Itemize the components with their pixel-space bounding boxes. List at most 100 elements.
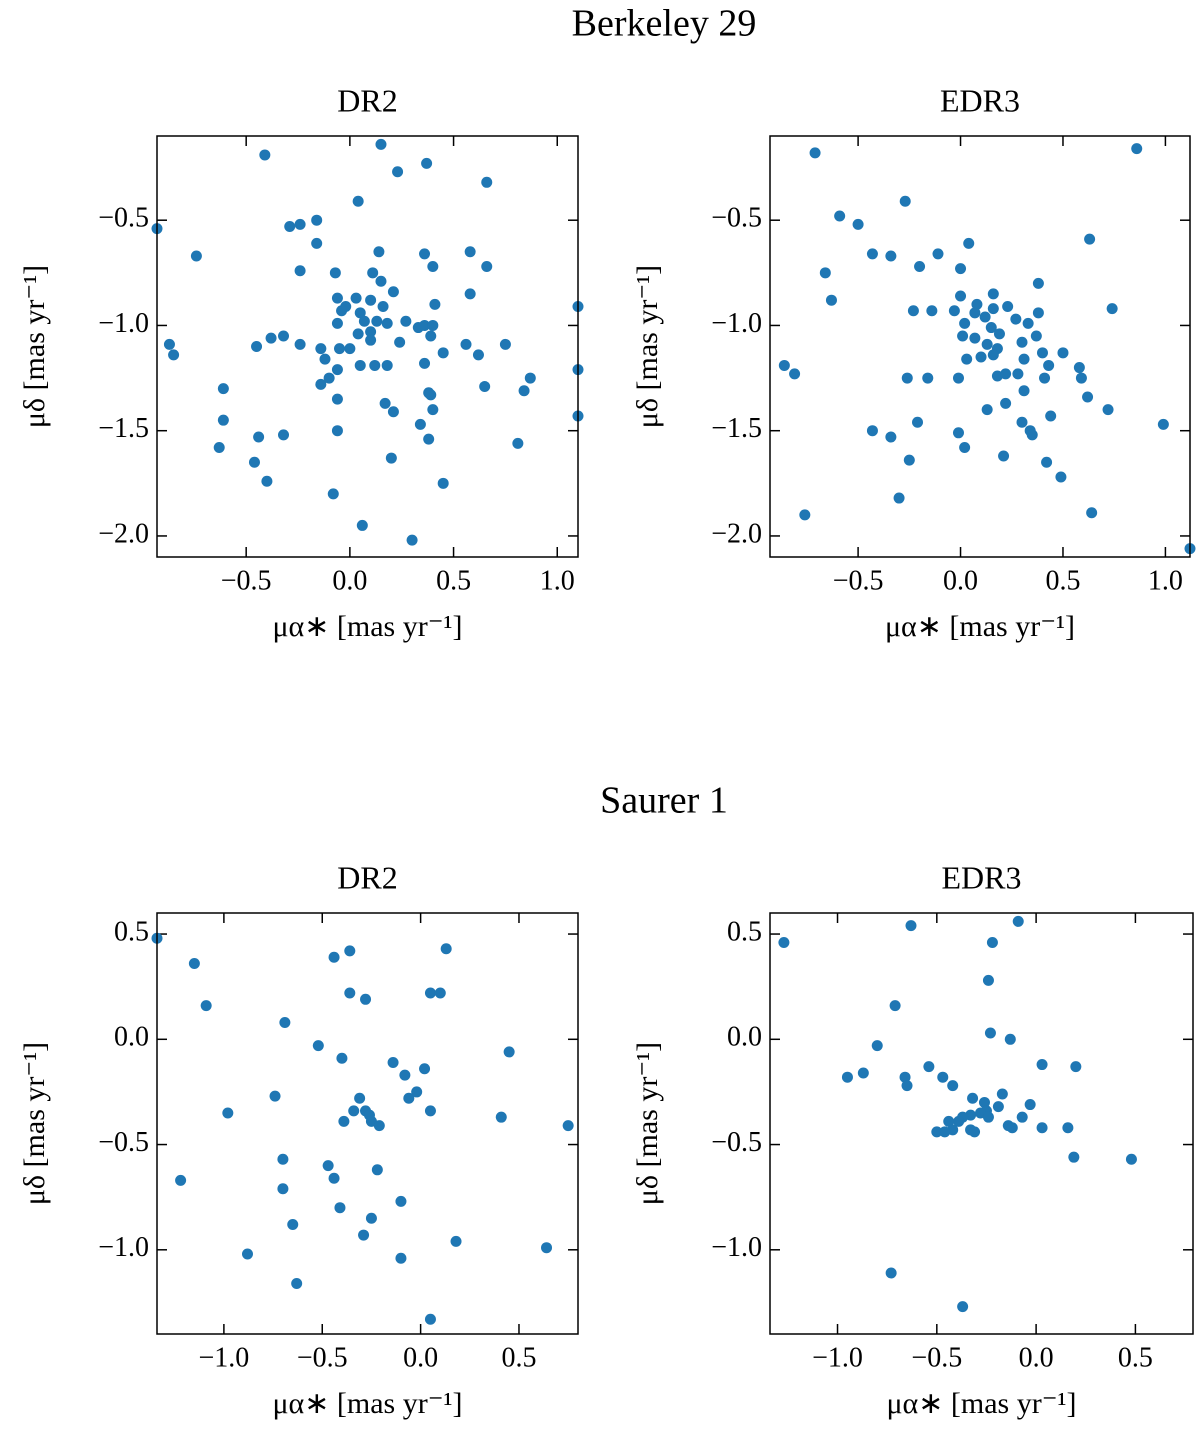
point <box>377 301 389 313</box>
point <box>885 250 897 262</box>
point <box>287 1219 299 1231</box>
point <box>1022 317 1034 329</box>
y-tick-label: −0.5 <box>98 1127 149 1158</box>
point <box>901 372 913 384</box>
point <box>294 265 306 277</box>
point <box>373 1120 385 1132</box>
y-axis-label: μδ [mas yr⁻¹] <box>18 1042 51 1205</box>
point <box>319 353 331 365</box>
point <box>969 1126 981 1138</box>
point <box>434 987 446 999</box>
y-tick-label: 0.0 <box>114 1022 149 1053</box>
x-tick-label: 0.0 <box>1019 1342 1054 1373</box>
point <box>857 1067 869 1079</box>
point <box>425 330 437 342</box>
point <box>922 372 934 384</box>
point <box>1039 372 1051 384</box>
point <box>524 372 536 384</box>
point <box>379 397 391 409</box>
point <box>957 330 969 342</box>
point <box>993 328 1005 340</box>
point <box>1131 143 1143 155</box>
point <box>931 1126 943 1138</box>
point <box>971 298 983 310</box>
y-tick-label: −0.5 <box>711 203 762 234</box>
plot-frame <box>156 135 579 558</box>
point <box>959 317 971 329</box>
point <box>996 1088 1008 1100</box>
point <box>998 450 1010 462</box>
point <box>979 311 991 323</box>
point <box>414 418 426 430</box>
point <box>358 315 370 327</box>
point <box>841 1071 853 1083</box>
x-tick-label: −0.5 <box>221 565 272 596</box>
point <box>1070 1061 1082 1073</box>
point <box>248 456 260 468</box>
point <box>327 488 339 500</box>
figure-title: Saurer 1 <box>600 780 728 822</box>
point <box>334 343 346 355</box>
point <box>381 359 393 371</box>
x-axis-label: μα∗ [mas yr⁻¹] <box>886 1387 1076 1420</box>
point <box>387 286 399 298</box>
point <box>311 214 323 226</box>
point <box>328 951 340 963</box>
point <box>419 319 431 331</box>
point <box>982 974 994 986</box>
x-axis-label: μα∗ [mas yr⁻¹] <box>272 1387 462 1420</box>
point <box>1082 391 1094 403</box>
point <box>947 1080 959 1092</box>
point <box>411 1086 423 1098</box>
point <box>819 267 831 279</box>
point <box>1102 404 1114 416</box>
point <box>512 437 524 449</box>
x-axis-label: μα∗ [mas yr⁻¹] <box>272 610 462 643</box>
subplot: DR2 μα∗ [mas yr⁻¹] μδ [mas yr⁻¹] −0.5 0.0 0.5… <box>18 82 584 643</box>
point <box>1010 313 1022 325</box>
point <box>984 1027 996 1039</box>
point <box>311 237 323 249</box>
plot-frame <box>769 135 1191 558</box>
point <box>955 263 967 275</box>
point <box>1084 233 1096 245</box>
point <box>1036 347 1048 359</box>
point <box>957 1301 969 1313</box>
point <box>222 1107 234 1119</box>
point <box>331 317 343 329</box>
point <box>1043 359 1055 371</box>
point <box>1000 397 1012 409</box>
point <box>387 1056 399 1068</box>
subplot: EDR3 μα∗ [mas yr⁻¹] μδ [mas yr⁻¹] −1.0 −0.5 0… <box>631 859 1194 1420</box>
point <box>331 425 343 437</box>
y-tick-label: 0.5 <box>727 916 762 947</box>
point <box>948 305 960 317</box>
y-tick-label: −0.5 <box>98 203 149 234</box>
point <box>969 332 981 344</box>
point <box>481 176 493 188</box>
point <box>899 1071 911 1083</box>
point <box>1004 1033 1016 1045</box>
point <box>373 246 385 258</box>
point <box>375 138 387 150</box>
point <box>190 250 202 262</box>
point <box>427 404 439 416</box>
point <box>354 359 366 371</box>
point <box>278 429 290 441</box>
point <box>518 385 530 397</box>
point <box>952 427 964 439</box>
point <box>277 1153 289 1165</box>
point <box>328 1172 340 1184</box>
point <box>926 305 938 317</box>
point <box>315 343 327 355</box>
point <box>338 1115 350 1127</box>
plot-frame <box>156 912 579 1335</box>
point <box>963 237 975 249</box>
x-tick-label: −1.0 <box>812 1342 863 1373</box>
point <box>265 332 277 344</box>
point <box>1032 307 1044 319</box>
x-tick-label: −0.5 <box>911 1342 962 1373</box>
point <box>495 1111 507 1123</box>
point <box>472 349 484 361</box>
